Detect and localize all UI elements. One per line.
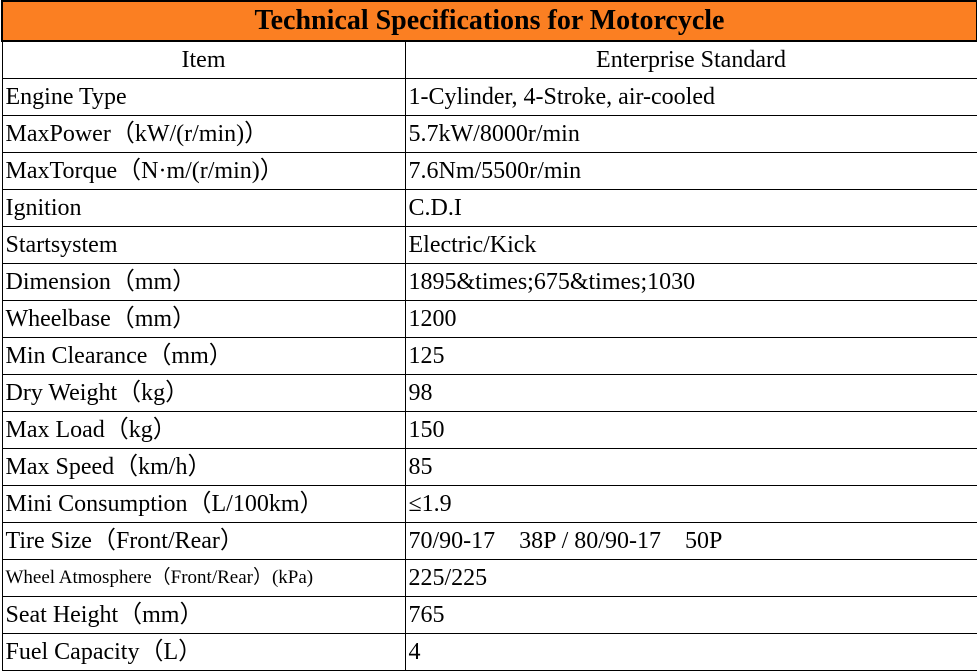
spec-value-cell: 4 xyxy=(404,633,977,671)
column-header-standard: Enterprise Standard xyxy=(404,40,977,79)
title-row: Technical Specifications for Motorcycle xyxy=(1,0,977,42)
spec-item-cell: Max Load（kg） xyxy=(1,411,406,449)
table-row: Wheelbase（mm） 1200 xyxy=(1,300,977,338)
spec-item-cell: Wheel Atmosphere（Front/Rear）(kPa) xyxy=(1,559,406,597)
spec-value-cell: 765 xyxy=(404,596,977,634)
table-row: Engine Type 1-Cylinder, 4-Stroke, air-co… xyxy=(1,78,977,116)
spec-value-cell: 85 xyxy=(404,448,977,486)
table-row: Wheel Atmosphere（Front/Rear）(kPa) 225/22… xyxy=(1,559,977,597)
spec-item-cell: Dimension（mm） xyxy=(1,263,406,301)
spec-item-cell: Mini Consumption（L/100km） xyxy=(1,485,406,523)
table-row: Fuel Capacity（L） 4 xyxy=(1,633,977,671)
spec-value-cell: 125 xyxy=(404,337,977,375)
spec-value-cell: C.D.I xyxy=(404,189,977,227)
spec-item-cell: MaxPower（kW/(r/min)） xyxy=(1,115,406,153)
spec-item-cell: Ignition xyxy=(1,189,406,227)
table-row: Min Clearance（mm） 125 xyxy=(1,337,977,375)
spec-item-cell: MaxTorque（N·m/(r/min)） xyxy=(1,152,406,190)
spec-value-cell: ≤1.9 xyxy=(404,485,977,523)
table-row: Ignition C.D.I xyxy=(1,189,977,227)
table-row: Mini Consumption（L/100km） ≤1.9 xyxy=(1,485,977,523)
spec-item-cell: Min Clearance（mm） xyxy=(1,337,406,375)
spec-value-cell: 1200 xyxy=(404,300,977,338)
spec-item-cell: Dry Weight（kg） xyxy=(1,374,406,412)
table-row: MaxTorque（N·m/(r/min)） 7.6Nm/5500r/min xyxy=(1,152,977,190)
spec-value-cell: Electric/Kick xyxy=(404,226,977,264)
table-row: Dimension（mm） 1895&times;675&times;1030 xyxy=(1,263,977,301)
spec-value-cell: 5.7kW/8000r/min xyxy=(404,115,977,153)
table-row: Startsystem Electric/Kick xyxy=(1,226,977,264)
table-row: Seat Height（mm） 765 xyxy=(1,596,977,634)
spec-item-cell: Max Speed（km/h） xyxy=(1,448,406,486)
spec-value-cell: 98 xyxy=(404,374,977,412)
table-row: Dry Weight（kg） 98 xyxy=(1,374,977,412)
table-row: MaxPower（kW/(r/min)） 5.7kW/8000r/min xyxy=(1,115,977,153)
spec-value-cell: 1-Cylinder, 4-Stroke, air-cooled xyxy=(404,78,977,116)
header-row: Item Enterprise Standard xyxy=(1,40,977,79)
table-row: Max Speed（km/h） 85 xyxy=(1,448,977,486)
spec-value-cell: 150 xyxy=(404,411,977,449)
spec-item-cell: Seat Height（mm） xyxy=(1,596,406,634)
table-title: Technical Specifications for Motorcycle xyxy=(1,0,977,42)
spec-item-cell: Startsystem xyxy=(1,226,406,264)
spec-value-cell: 70/90-17 38P / 80/90-17 50P xyxy=(404,522,977,560)
table-row: Max Load（kg） 150 xyxy=(1,411,977,449)
column-header-item: Item xyxy=(1,40,406,79)
spec-item-cell: Engine Type xyxy=(1,78,406,116)
spec-item-cell: Tire Size（Front/Rear） xyxy=(1,522,406,560)
spec-item-cell: Fuel Capacity（L） xyxy=(1,633,406,671)
table-row: Tire Size（Front/Rear） 70/90-17 38P / 80/… xyxy=(1,522,977,560)
spec-value-cell: 225/225 xyxy=(404,559,977,597)
spec-value-cell: 1895&times;675&times;1030 xyxy=(404,263,977,301)
spec-value-cell: 7.6Nm/5500r/min xyxy=(404,152,977,190)
spec-item-cell: Wheelbase（mm） xyxy=(1,300,406,338)
